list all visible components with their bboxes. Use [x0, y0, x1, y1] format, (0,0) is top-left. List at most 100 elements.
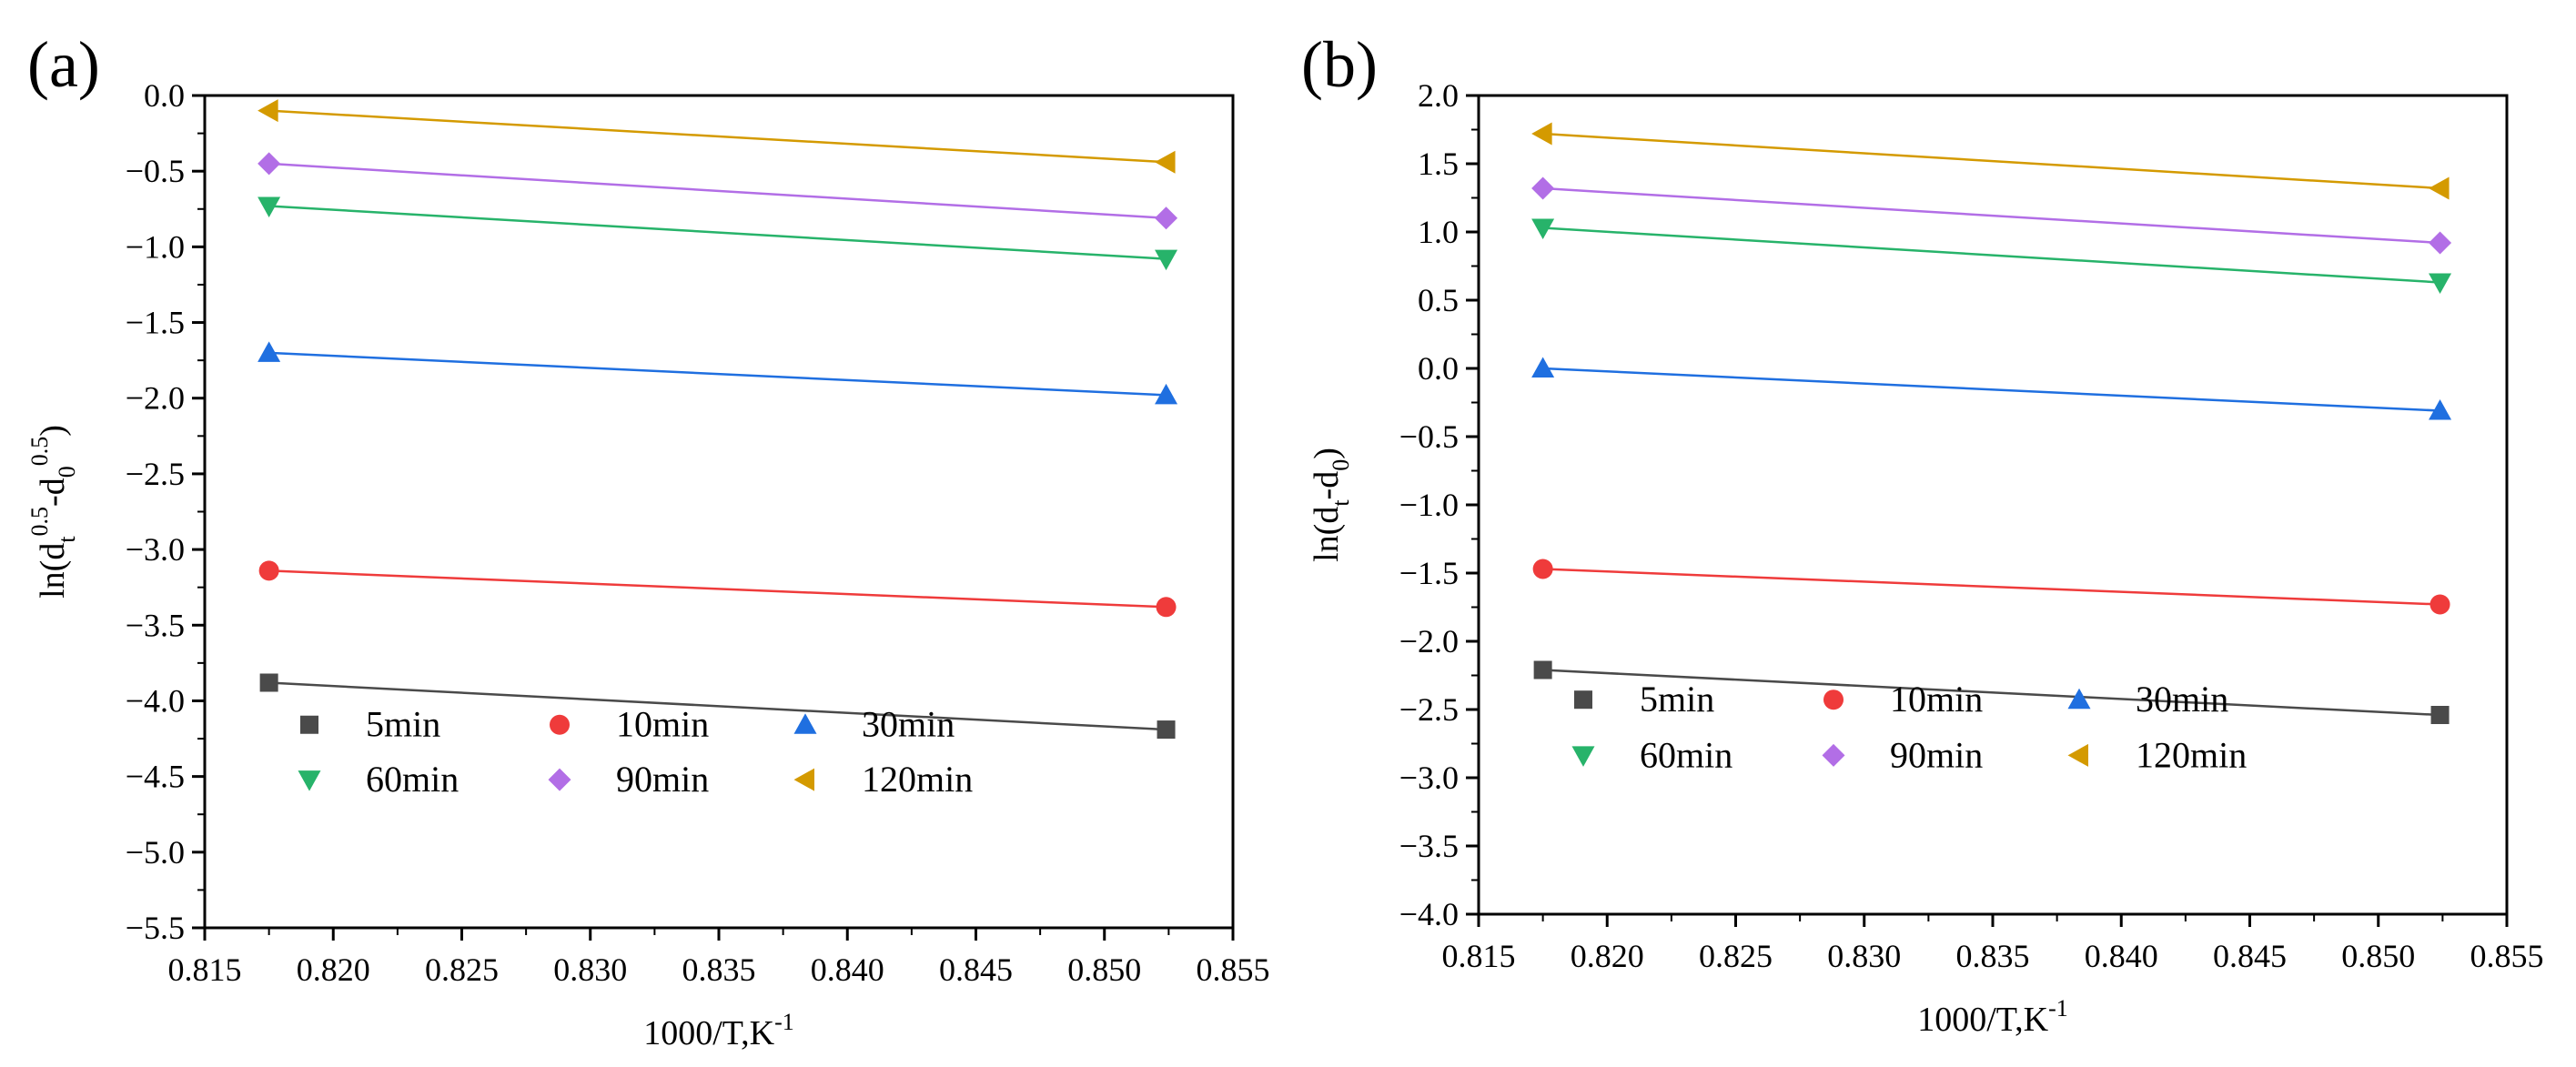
- data-point-30min: [1155, 383, 1178, 405]
- y-tick-label: −5.0: [126, 834, 185, 871]
- data-point-10min: [1532, 559, 1553, 579]
- legend-marker-30min: [793, 713, 817, 734]
- legend-label-60min: 60min: [366, 759, 459, 800]
- y-tick-label: −4.0: [126, 682, 185, 719]
- legend-marker-30min: [2067, 688, 2091, 710]
- x-tick-label: 0.845: [2213, 938, 2287, 974]
- legend-label-5min: 5min: [366, 704, 440, 745]
- fit-line-10min: [268, 569, 1167, 609]
- fit-line-10min: [1542, 568, 2440, 606]
- data-point-30min: [1531, 357, 1555, 377]
- x-axis-label: 1000/T,K-1: [643, 1009, 794, 1052]
- legend-label-60min: 60min: [1640, 734, 1732, 775]
- y-tick-label: −1.0: [1399, 487, 1459, 523]
- legend-label-5min: 5min: [1640, 679, 1714, 720]
- x-tick-label: 0.850: [1067, 951, 1141, 988]
- y-tick-label: −5.5: [126, 910, 185, 946]
- y-tick-label: −0.5: [1399, 418, 1459, 455]
- x-tick-label: 0.850: [2341, 938, 2415, 974]
- legend-marker-120min: [793, 768, 814, 791]
- x-tick-label: 0.815: [1442, 938, 1516, 974]
- y-tick-label: 0.0: [1418, 350, 1459, 387]
- y-axis-label-part: ): [1308, 448, 1346, 459]
- x-axis-label-superscript: -1: [2048, 995, 2068, 1022]
- y-axis-label-part: -d: [1308, 471, 1346, 500]
- x-axis-label-superscript: -1: [774, 1009, 794, 1035]
- y-tick-label: −3.0: [1399, 760, 1459, 796]
- y-axis-label-subscript: 0: [54, 466, 80, 478]
- legend-label-90min: 90min: [616, 759, 709, 800]
- y-tick-label: 0.0: [144, 77, 185, 114]
- legend-label-30min: 30min: [862, 704, 955, 745]
- data-point-120min: [2429, 176, 2450, 200]
- y-tick-label: −2.0: [126, 380, 185, 417]
- data-point-5min: [259, 673, 278, 692]
- legend-marker-5min: [1574, 690, 1592, 710]
- data-point-10min: [1156, 597, 1177, 618]
- y-axis-label-subscript: 0: [1328, 459, 1354, 471]
- data-point-90min: [1531, 176, 1555, 200]
- y-axis-label: ln(dt0.5-d00.5): [26, 425, 80, 599]
- data-point-5min: [1533, 660, 1552, 679]
- data-point-120min: [1531, 122, 1552, 146]
- x-tick-label: 0.855: [2470, 938, 2544, 974]
- legend-marker-60min: [298, 770, 321, 791]
- y-axis-label-part: ): [34, 425, 72, 437]
- fit-line-120min: [1542, 132, 2440, 190]
- fit-line-60min: [1542, 226, 2440, 284]
- y-axis-label-subscript: t: [54, 536, 80, 543]
- y-axis-label: ln(dt-d0): [1308, 448, 1354, 562]
- legend-label-10min: 10min: [1890, 679, 1983, 720]
- data-point-60min: [1155, 249, 1178, 271]
- y-tick-label: −0.5: [126, 153, 185, 189]
- y-tick-label: −2.5: [126, 456, 185, 492]
- x-tick-label: 0.830: [1827, 938, 1901, 974]
- legend-label-90min: 90min: [1890, 734, 1983, 775]
- y-tick-label: −3.5: [1399, 828, 1459, 864]
- y-axis-label-superscript: 0.5: [26, 437, 53, 467]
- y-axis-label-part: -d: [34, 478, 72, 507]
- data-point-60min: [258, 196, 281, 217]
- y-tick-label: −4.5: [126, 759, 185, 795]
- x-tick-label: 0.820: [1571, 938, 1644, 974]
- y-tick-label: −4.0: [1399, 896, 1459, 932]
- x-tick-label: 0.855: [1197, 951, 1270, 988]
- y-tick-label: −1.0: [126, 228, 185, 265]
- fit-line-60min: [268, 205, 1167, 260]
- plot-frame: [203, 94, 1235, 930]
- legend-marker-90min: [1822, 743, 1845, 767]
- x-axis-label-main: 1000/T,K: [1917, 1001, 2048, 1039]
- chart-panel-b: (b) 0.815 0.820 0.825 0.830 0.835 0.840 0.845 0.…: [1301, 28, 2544, 1039]
- data-point-60min: [2429, 273, 2452, 294]
- x-tick-label: 0.840: [811, 951, 884, 988]
- fit-line-90min: [1542, 186, 2440, 245]
- y-tick-label: 1.0: [1418, 214, 1459, 250]
- legend-marker-5min: [300, 715, 318, 734]
- y-tick-label: −1.5: [1399, 555, 1459, 591]
- x-axis-label-main: 1000/T,K: [643, 1014, 774, 1052]
- fit-line-30min: [268, 351, 1167, 397]
- plot-frame: [1477, 94, 2509, 916]
- x-tick-label: 0.815: [168, 951, 242, 988]
- fit-line-120min: [268, 109, 1167, 164]
- data-point-120min: [258, 99, 278, 123]
- legend-label-120min: 120min: [2136, 734, 2247, 775]
- data-point-30min: [2429, 399, 2452, 420]
- data-point-5min: [2430, 706, 2450, 724]
- chart-panel-a: (a) 0.815 0.820 0.825 0.830 0.835 0.840 0.845 0.…: [26, 28, 1270, 1052]
- y-axis-label-subscript: t: [1328, 499, 1354, 507]
- y-axis-label-part: ln(d: [1308, 507, 1346, 562]
- data-point-30min: [258, 341, 281, 362]
- x-tick-label: 0.820: [297, 951, 370, 988]
- x-tick-label: 0.835: [682, 951, 756, 988]
- x-tick-label: 0.835: [1956, 938, 2030, 974]
- legend-label-30min: 30min: [2136, 679, 2228, 720]
- data-point-90min: [258, 152, 281, 176]
- y-tick-label: 0.5: [1418, 282, 1459, 318]
- x-axis-label: 1000/T,K-1: [1917, 995, 2068, 1039]
- y-tick-label: 2.0: [1418, 77, 1459, 114]
- y-tick-label: −3.0: [126, 531, 185, 568]
- x-tick-label: 0.840: [2085, 938, 2158, 974]
- legend-marker-90min: [548, 768, 571, 791]
